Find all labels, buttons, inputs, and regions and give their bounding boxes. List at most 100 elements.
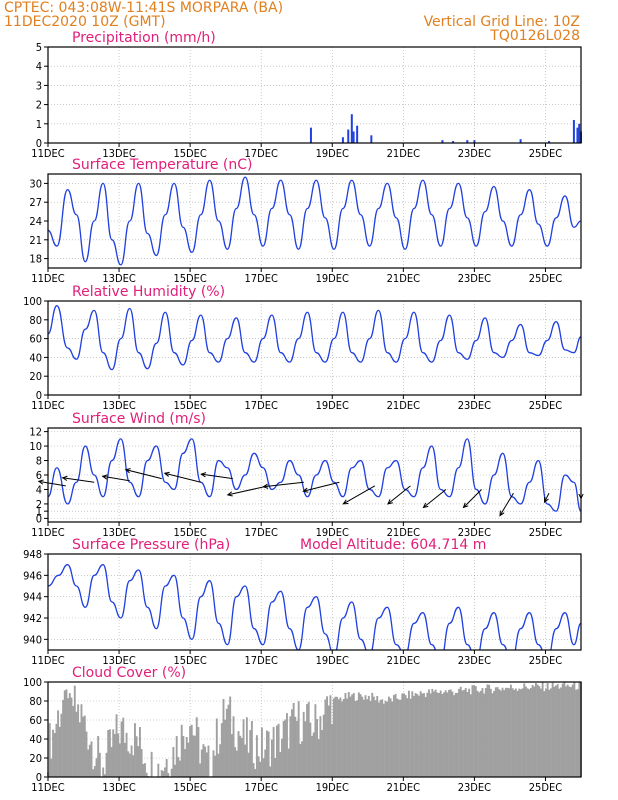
cloud-bar: [306, 704, 308, 777]
precip-bar: [576, 127, 579, 143]
cloud-bar: [374, 700, 377, 777]
cloud-bar: [474, 686, 477, 777]
cloud-bar: [95, 758, 98, 777]
cloud-bar: [433, 691, 435, 777]
cloud-bar: [269, 766, 272, 777]
cloud-bar: [331, 724, 334, 777]
header-datetime: 11DEC2020 10Z (GMT): [4, 14, 166, 30]
cloud-bar: [503, 690, 506, 777]
cloud-bar: [57, 710, 60, 777]
x-tick-label: 25DEC: [529, 399, 562, 412]
x-tick-label: 21DEC: [387, 526, 420, 539]
cloud-bar: [65, 689, 68, 777]
x-tick-label: 13DEC: [102, 399, 135, 412]
cloud-bar: [179, 760, 181, 777]
cloud-bar: [276, 725, 278, 777]
cloud-bar: [511, 688, 514, 777]
y-tick-label: 100: [23, 295, 42, 308]
cloud-bar: [255, 735, 258, 777]
cloud-bar: [190, 724, 193, 777]
cloud-bar: [115, 714, 118, 777]
x-tick-label: 11DEC: [31, 526, 64, 539]
y-tick-label: 80: [29, 695, 42, 708]
cloud-bar: [264, 749, 267, 777]
precip-bar: [572, 119, 575, 143]
cloud-bar: [272, 726, 275, 777]
y-tick-label: 942: [23, 612, 42, 625]
cloud-bar: [214, 755, 217, 777]
wind-vector: [343, 485, 376, 505]
panel-title: Precipitation (mm/h): [72, 30, 216, 46]
x-tick-label: 23DEC: [458, 781, 491, 794]
cloud-bar: [568, 686, 571, 777]
x-tick-label: 23DEC: [458, 399, 491, 412]
y-tick-label: 2: [36, 99, 42, 112]
y-tick-label: 3: [36, 79, 42, 92]
cloud-bar: [342, 698, 345, 777]
cloud-bar: [289, 716, 292, 777]
x-tick-label: 19DEC: [316, 399, 349, 412]
x-tick-label: 21DEC: [387, 272, 420, 285]
cloud-bar: [220, 723, 223, 777]
cloud-bar: [399, 699, 402, 777]
header-gridline: Vertical Grid Line: 10Z: [424, 14, 580, 30]
cloud-bar: [222, 698, 225, 777]
panel-title: Relative Humidity (%): [72, 284, 225, 300]
cloud-bar: [140, 749, 143, 777]
cloud-bar: [526, 688, 529, 777]
cloud-bar: [471, 685, 474, 777]
cloud-bar: [469, 694, 472, 777]
y-tick-label: 5: [36, 41, 42, 54]
cloud-bar: [369, 700, 372, 777]
y-tick-label: 18: [29, 253, 42, 266]
precip-bar: [548, 141, 551, 143]
cloud-bar: [421, 693, 424, 777]
cloud-bar: [286, 713, 288, 777]
cloud-bar: [392, 695, 395, 777]
x-tick-label: 23DEC: [458, 526, 491, 539]
cloud-bar: [406, 698, 409, 777]
cloud-bar: [282, 721, 285, 777]
wind-vector: [303, 481, 340, 492]
x-tick-label: 19DEC: [316, 526, 349, 539]
cloud-bar: [117, 733, 120, 777]
cloud-bar: [493, 690, 496, 777]
cloud-bar: [215, 718, 218, 777]
cloud-bar: [491, 693, 494, 777]
cloud-bar: [296, 720, 298, 777]
cloud-bar: [389, 698, 392, 777]
cloud-bar: [424, 696, 427, 777]
cloud-bar: [187, 742, 190, 777]
x-tick-label: 21DEC: [387, 399, 420, 412]
cloud-bar: [396, 698, 399, 777]
y-tick-label: 12: [29, 426, 42, 439]
cloud-bar: [150, 751, 153, 777]
cloud-bar: [321, 730, 324, 777]
y-tick-label: 60: [29, 333, 42, 346]
wind-vector: [201, 473, 233, 480]
cloud-bar: [138, 727, 141, 777]
panel-frame: [47, 46, 582, 144]
cloud-bar: [543, 691, 546, 777]
cloud-bar: [257, 756, 260, 777]
panel-frame: [47, 681, 582, 778]
cloud-bar: [556, 684, 559, 777]
cloud-bar: [521, 688, 524, 777]
x-tick-label: 25DEC: [529, 272, 562, 285]
cloud-bar: [401, 693, 404, 777]
y-tick-label: 40: [29, 351, 42, 364]
cloud-bar: [575, 689, 577, 777]
cloud-bar: [164, 767, 166, 777]
y-tick-label: 40: [29, 733, 42, 746]
cloud-bar: [364, 695, 367, 777]
cloud-bar: [234, 747, 237, 777]
y-tick-label: 20: [29, 370, 42, 383]
cloud-bar: [78, 722, 81, 777]
cloud-bar: [349, 696, 352, 777]
cloud-bar: [232, 716, 235, 777]
y-tick-label: 4: [36, 483, 42, 496]
panel-1: Surface Temperature (nC) 18 21 24 27 30 11DEC 1…: [29, 157, 582, 285]
y-tick-label: 10: [29, 440, 42, 453]
cloud-bar: [481, 688, 484, 777]
